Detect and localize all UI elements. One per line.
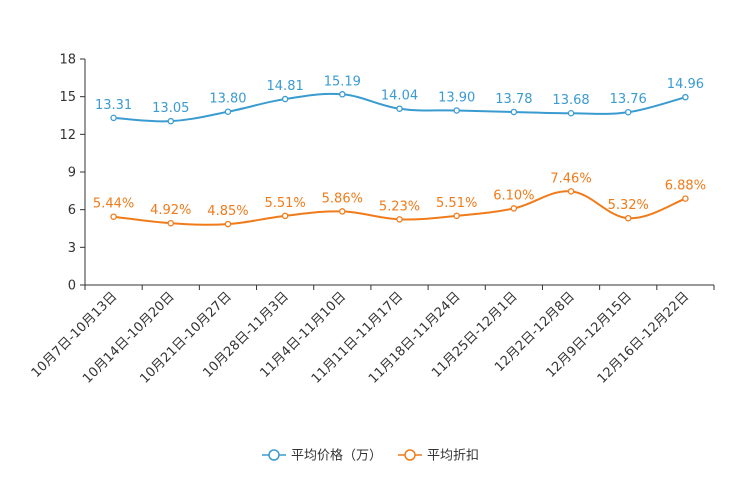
data-label: 14.81 [267, 79, 304, 94]
data-point [167, 219, 175, 227]
data-point [167, 117, 175, 125]
data-label: 14.04 [381, 89, 418, 104]
y-tick-label: 3 [68, 241, 76, 256]
data-point [224, 220, 232, 228]
y-tick-label: 0 [68, 279, 76, 294]
legend-item-0[interactable]: 平均价格（万） [262, 448, 382, 464]
y-tick-label: 12 [59, 128, 76, 143]
legend-marker-icon [404, 449, 416, 461]
data-label: 6.88% [665, 179, 706, 194]
data-point [567, 109, 575, 117]
data-point [396, 216, 403, 223]
data-label: 5.32% [608, 198, 649, 213]
data-label: 13.78 [495, 92, 532, 107]
data-label: 7.46% [550, 171, 591, 186]
data-label: 5.51% [436, 196, 477, 211]
data-point [224, 108, 232, 115]
y-tick-label: 6 [68, 203, 76, 218]
data-point [624, 214, 632, 222]
data-label: 13.68 [552, 93, 589, 108]
data-point [396, 105, 403, 112]
data-point [339, 91, 346, 98]
data-label: 13.31 [95, 98, 132, 113]
data-label: 5.23% [379, 199, 420, 214]
data-point [453, 212, 460, 220]
data-point [624, 108, 632, 116]
data-label: 13.05 [152, 101, 189, 116]
legend-marker-icon [268, 449, 280, 461]
data-point [567, 188, 575, 195]
data-point [110, 213, 117, 220]
chart-legend[interactable]: 平均价格（万） 平均折扣 [262, 448, 479, 464]
data-label: 4.92% [150, 203, 191, 218]
legend-label: 平均价格（万） [291, 448, 382, 464]
y-tick-label: 15 [59, 90, 76, 105]
data-label: 5.51% [264, 196, 305, 211]
data-label: 13.80 [209, 92, 246, 107]
data-point [682, 195, 689, 202]
legend-label: 平均折扣 [427, 449, 479, 464]
data-label: 13.90 [438, 90, 475, 105]
data-point [281, 212, 289, 220]
data-point [510, 108, 518, 116]
data-point [682, 93, 689, 101]
data-label: 5.44% [93, 197, 134, 212]
data-label: 5.86% [322, 191, 363, 206]
data-point [281, 95, 289, 103]
y-tick-label: 9 [68, 166, 76, 181]
data-point [339, 208, 346, 215]
data-label: 6.10% [493, 188, 534, 203]
data-point [453, 107, 460, 114]
chart-series: 13.31 13.05 13.80 14.81 15.19 14.04 13.90 13.78… [93, 74, 706, 228]
data-label: 13.76 [610, 92, 647, 107]
data-label: 4.85% [207, 204, 248, 219]
data-label: 15.19 [324, 74, 361, 89]
data-label: 14.96 [667, 77, 704, 92]
data-point [110, 114, 117, 122]
legend-item-1[interactable]: 平均折扣 [398, 449, 479, 464]
data-point [510, 205, 518, 212]
y-tick-label: 18 [59, 53, 76, 68]
